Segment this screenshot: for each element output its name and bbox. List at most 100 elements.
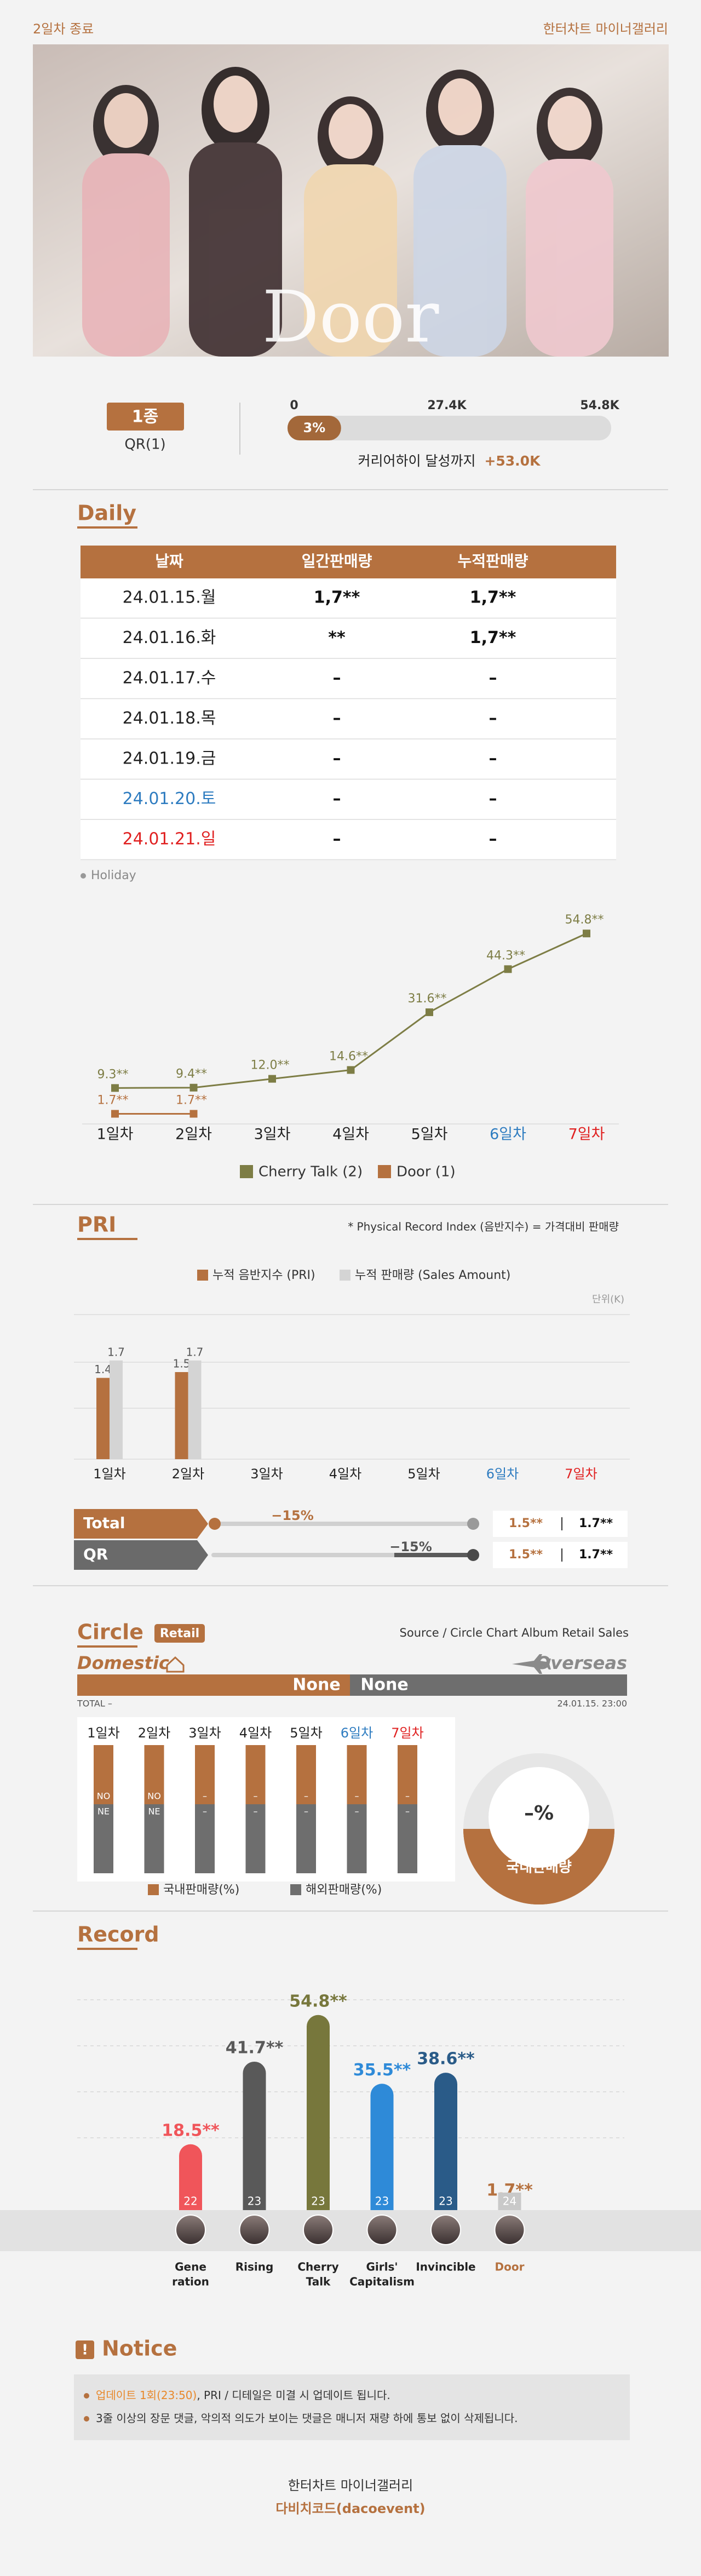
progress-tick: 54.8K [580, 399, 619, 412]
change-label: −15% [271, 1508, 314, 1523]
data-label: 1.7 [107, 1345, 125, 1358]
x-tick-label: Cherry [297, 2261, 338, 2274]
row-label: Total [83, 1514, 125, 1532]
count-badge [179, 2193, 202, 2210]
progress-percent: 3% [303, 420, 325, 435]
bar [188, 1360, 202, 1459]
table-row [81, 578, 616, 618]
point [504, 965, 512, 973]
data-label: 44.3** [486, 949, 525, 962]
avatar-band [0, 2210, 701, 2251]
legend-swatch [378, 1165, 391, 1178]
table-row [81, 820, 616, 859]
overseas-label: NE [148, 1806, 160, 1817]
status: 2일차 종료 [33, 21, 94, 37]
row-label: QR [83, 1545, 108, 1563]
table-header [81, 546, 616, 578]
legend-label: 해외판매량(%) [306, 1883, 382, 1897]
data-label: 38.6** [417, 2050, 475, 2069]
data-label: 1.5 [173, 1357, 191, 1370]
x-tick-label: 5일차 [411, 1126, 448, 1143]
data-label: 54.8** [565, 913, 604, 927]
table-cell: ** [328, 628, 346, 647]
panel [77, 1717, 455, 1881]
version-label: 1종 [132, 408, 158, 427]
table-cell: – [333, 669, 341, 688]
day-label: 3일차 [188, 1725, 221, 1741]
table-cell: 1,7** [470, 628, 516, 647]
notice-icon-mark: ! [82, 2342, 88, 2359]
table-row [81, 618, 616, 658]
overseas-label: – [203, 1806, 207, 1817]
heading-underline [77, 1948, 137, 1950]
x-tick-label: Talk [306, 2275, 331, 2288]
point [426, 1008, 433, 1017]
count-badge [243, 2193, 266, 2210]
legend-swatch [197, 1270, 208, 1281]
count-badge [434, 2193, 457, 2210]
pri-note: * Physical Record Index (음반지수) = 가격대비 판매… [348, 1220, 619, 1234]
footer-line: 한터차트 마이너갤러리 [288, 2478, 413, 2493]
heading-underline [77, 1645, 137, 1648]
data-label: 14.6** [329, 1049, 368, 1063]
table-row [81, 699, 616, 739]
value-box [493, 1542, 628, 1568]
pri-value: 1.5** [509, 1517, 543, 1530]
data-label: 9.4** [176, 1068, 207, 1081]
data-label: 1.7** [176, 1093, 207, 1107]
data-label: 1.7** [97, 1093, 129, 1107]
table-cell: 24.01.19.금 [123, 749, 216, 768]
table-cell: 24.01.18.목 [123, 709, 216, 728]
domestic-label: NO [97, 1791, 111, 1802]
table-cell: 24.01.20.토 [123, 789, 216, 808]
notice-icon [76, 2340, 94, 2359]
overseas-seg [245, 1804, 266, 1873]
donut-value: –% [524, 1802, 554, 1825]
legend-swatch [240, 1165, 253, 1178]
overseas-seg [296, 1804, 316, 1873]
legend-swatch [290, 1884, 301, 1895]
slider-end [467, 1518, 479, 1530]
x-tick-label: 3일차 [254, 1126, 291, 1143]
progress-tick: 27.4K [427, 399, 467, 412]
data-label: 31.6** [408, 992, 447, 1006]
bar [370, 2084, 394, 2210]
version-detail: QR(1) [124, 437, 165, 453]
progress-tick: 0 [290, 399, 298, 412]
section-heading: PRI [77, 1213, 116, 1237]
x-tick-label: 4일차 [329, 1466, 361, 1482]
caption-space [480, 453, 484, 469]
legend-label: Cherry Talk (2) [258, 1164, 363, 1180]
overseas-seg [347, 1804, 367, 1873]
overseas-value: None [360, 1676, 408, 1695]
bar [307, 2015, 330, 2210]
avatar [175, 2214, 206, 2245]
notice-part: 3줄 이상의 장문 댓글, 악의적 의도가 보이는 댓글은 매니저 재량 하에 … [96, 2412, 518, 2425]
notice-part: 업데이트 1회(23:50) [96, 2389, 197, 2402]
domestic-seg [195, 1745, 215, 1804]
banner-figures [82, 67, 613, 357]
bar [110, 1360, 123, 1459]
row-tag [74, 1509, 208, 1539]
overseas-label: – [254, 1806, 258, 1817]
bar [434, 2073, 457, 2210]
overseas-label: – [355, 1806, 359, 1817]
count-label: 23 [375, 2195, 389, 2208]
legend-label: 국내판매량(%) [163, 1883, 239, 1897]
plane-icon [512, 1654, 551, 1674]
domestic-label: – [304, 1791, 308, 1802]
table-row [81, 779, 616, 819]
domestic-bar [77, 1674, 350, 1696]
progress-caption: 커리어하이 달성까지 +53.0K [358, 453, 542, 469]
point [111, 1110, 119, 1118]
legend-label: Door (1) [397, 1164, 456, 1180]
section-heading: Notice [102, 2337, 177, 2361]
heading-underline [77, 526, 137, 529]
data-label: 1.4 [94, 1363, 112, 1376]
donut-lower [463, 1829, 614, 1904]
overseas-seg [94, 1804, 113, 1873]
total-label: TOTAL – [77, 1699, 112, 1709]
x-tick-label: Invincible [416, 2261, 475, 2274]
pri-value: 1.5** [509, 1548, 543, 1562]
x-tick-label: 1일차 [93, 1466, 125, 1482]
